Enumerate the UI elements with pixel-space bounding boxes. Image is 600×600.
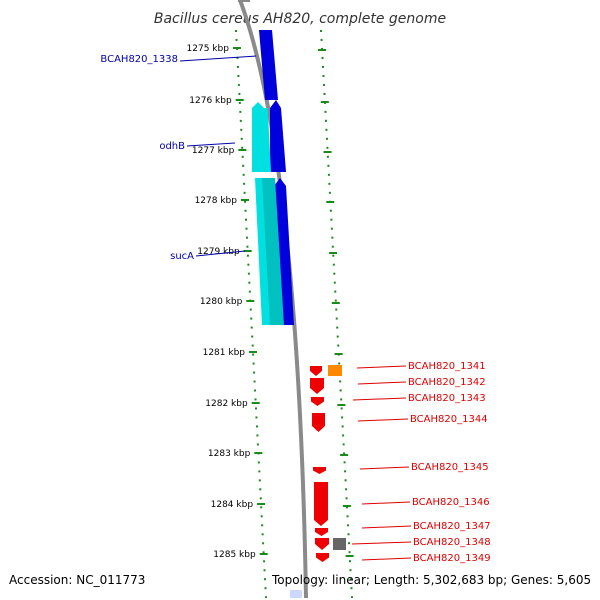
left-label-leader xyxy=(186,142,236,147)
tick-label: 1283 kbp xyxy=(208,449,251,459)
gene-arrow-bcah820-1344 xyxy=(312,413,325,432)
gene-cyan-2-shade xyxy=(262,178,284,325)
gene-layer xyxy=(252,30,346,598)
tick-label: 1280 kbp xyxy=(200,297,243,307)
genome-title: Bacillus cereus AH820, complete genome xyxy=(154,11,446,27)
gene-arrow-bcah820-1342 xyxy=(310,378,324,394)
right-label-leader xyxy=(361,525,412,529)
tick-label: 1278 kbp xyxy=(195,196,238,206)
right-gene-label: BCAH820_1348 xyxy=(413,537,491,548)
gene-orange-feature xyxy=(328,365,342,376)
gene-arrow-bcah820-1338 xyxy=(259,30,278,100)
gene-cyan-1-head xyxy=(252,102,264,172)
tick-layer: 1275 kbp 1276 kbp 1277 kbp 1278 kbp 1279 kbp… xyxy=(187,44,354,560)
label-layer: BCAH820_1338 odhB sucA BCAH820_1341 BCAH820_… xyxy=(100,54,490,564)
right-gene-label: BCAH820_1349 xyxy=(413,553,491,564)
right-label-leader xyxy=(361,557,412,561)
left-label-leader xyxy=(195,250,246,257)
right-label-leader xyxy=(352,397,407,401)
gene-arrow-suca xyxy=(274,178,294,325)
right-label-leader xyxy=(356,365,407,369)
gene-arrow-bcah820-1349 xyxy=(316,553,329,562)
right-gene-label: BCAH820_1342 xyxy=(408,377,486,388)
right-label-leader xyxy=(361,501,411,505)
left-gene-label: sucA xyxy=(170,251,194,262)
tick-label: 1282 kbp xyxy=(205,399,248,409)
gene-arrow-bcah820-1346 xyxy=(314,482,328,526)
right-gene-label: BCAH820_1344 xyxy=(410,414,488,425)
right-gene-label: BCAH820_1345 xyxy=(411,462,489,473)
right-label-leader xyxy=(357,381,407,385)
left-label-leader xyxy=(179,55,257,62)
tick-label: 1285 kbp xyxy=(213,550,256,560)
right-gene-label: BCAH820_1346 xyxy=(412,497,490,508)
gene-arrow-bcah820-1347 xyxy=(315,528,328,536)
right-label-leader xyxy=(359,466,410,470)
right-label-leader xyxy=(357,418,409,422)
left-gene-label: BCAH820_1338 xyxy=(100,54,178,65)
tick-label: 1276 kbp xyxy=(189,96,232,106)
gene-arrow-odhb xyxy=(270,100,286,172)
left-gene-label: odhB xyxy=(159,141,185,152)
tick-label: 1275 kbp xyxy=(187,44,230,54)
tick-label: 1279 kbp xyxy=(197,247,240,257)
gene-arrow-bcah820-1348 xyxy=(315,538,329,550)
backbone-layer xyxy=(235,0,353,599)
tick-label: 1277 kbp xyxy=(192,146,235,156)
gene-arrow-bcah820-1345 xyxy=(313,467,326,474)
gene-arrow-bcah820-1341 xyxy=(310,366,322,376)
gene-gray-feature xyxy=(333,538,346,550)
right-gene-label: BCAH820_1341 xyxy=(408,361,486,372)
accession-text: Accession: NC_011773 xyxy=(9,573,146,587)
right-gene-label: BCAH820_1347 xyxy=(413,521,491,532)
right-gene-label: BCAH820_1343 xyxy=(408,393,486,404)
tick-label: 1281 kbp xyxy=(203,348,246,358)
right-label-leader xyxy=(351,541,412,545)
gene-bottom-feature xyxy=(290,590,302,598)
tick-label: 1284 kbp xyxy=(211,500,254,510)
gene-arrow-bcah820-1343 xyxy=(311,397,324,406)
topology-text: Topology: linear; Length: 5,302,683 bp; … xyxy=(272,573,592,587)
